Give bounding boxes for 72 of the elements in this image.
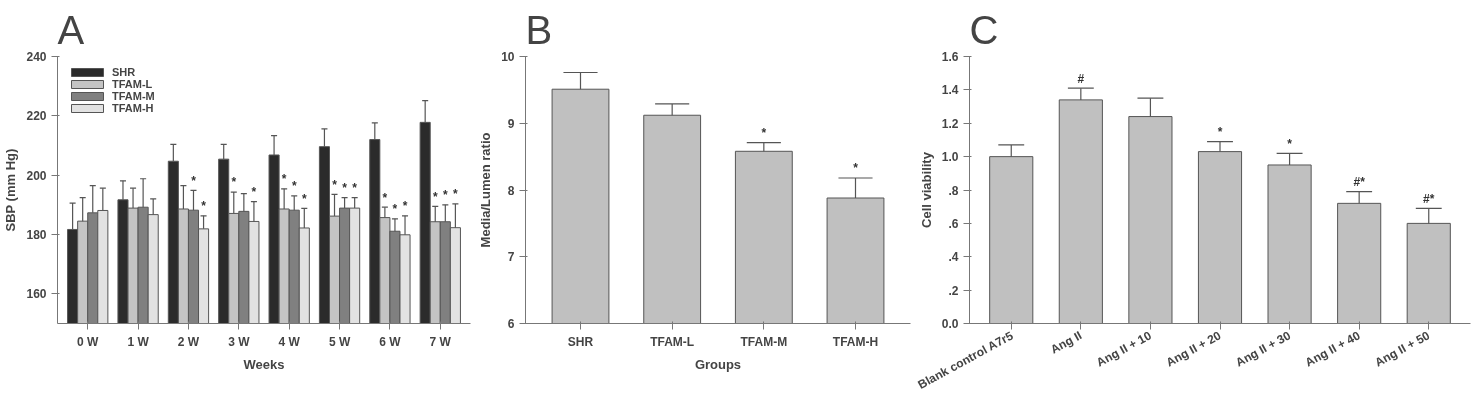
x-axis-title: Groups bbox=[694, 356, 742, 372]
y-tick-label: .4 bbox=[948, 250, 959, 265]
data-label: * bbox=[392, 202, 398, 217]
data-label: * bbox=[853, 161, 859, 176]
y-tick-label: 220 bbox=[26, 109, 47, 124]
data-label: * bbox=[231, 175, 237, 190]
chart-title: A bbox=[57, 7, 85, 52]
x-tick-label: SHR bbox=[567, 334, 594, 349]
x-tick-label: Ang II + 20 bbox=[1163, 328, 1224, 370]
y-tick-label: 7 bbox=[507, 250, 515, 265]
y-tick-label: 1.0 bbox=[941, 150, 959, 165]
x-tick-label: 5 W bbox=[328, 334, 351, 349]
data-label: * bbox=[442, 188, 448, 203]
y-axis-title: Cell viability bbox=[918, 151, 934, 228]
x-tick-label: 3 W bbox=[228, 334, 251, 349]
data-label: * bbox=[1287, 136, 1293, 151]
x-tick-label: TFAM-M bbox=[740, 334, 788, 349]
y-tick-label: .2 bbox=[948, 283, 959, 298]
y-tick-label: 1.4 bbox=[941, 83, 959, 98]
y-tick-label: 1.2 bbox=[941, 116, 959, 131]
x-tick-label: Ang II + 50 bbox=[1372, 328, 1433, 370]
x-tick-label: 6 W bbox=[379, 334, 402, 349]
data-label: * bbox=[301, 191, 307, 206]
x-tick-label: Ang II + 30 bbox=[1233, 328, 1294, 370]
data-label: * bbox=[291, 179, 297, 194]
chart-title: C bbox=[969, 7, 999, 52]
data-label: # bbox=[1077, 71, 1085, 86]
data-label: * bbox=[191, 173, 197, 188]
data-label: * bbox=[1217, 124, 1223, 139]
x-tick-label: Ang II bbox=[1048, 328, 1085, 357]
y-tick-label: 6 bbox=[507, 317, 515, 331]
y-tick-label: 1.6 bbox=[941, 50, 959, 64]
y-tick-label: 8 bbox=[507, 183, 515, 198]
legend-label: TFAM-H bbox=[112, 102, 154, 114]
y-axis-title: Media/Lumen ratio bbox=[478, 132, 494, 248]
chart-title: B bbox=[525, 7, 553, 52]
y-tick-label: 10 bbox=[501, 50, 515, 64]
x-tick-label: 7 W bbox=[429, 334, 452, 349]
legend-label: SHR bbox=[112, 66, 136, 78]
x-tick-label: 1 W bbox=[127, 334, 150, 349]
x-tick-label: TFAM-L bbox=[650, 334, 695, 349]
data-label: * bbox=[201, 199, 207, 214]
y-tick-label: .8 bbox=[948, 183, 959, 198]
data-label: * bbox=[432, 189, 438, 204]
data-label: * bbox=[402, 199, 408, 214]
data-label: * bbox=[332, 177, 338, 192]
y-tick-label: 160 bbox=[26, 287, 47, 302]
y-tick-label: 240 bbox=[26, 50, 47, 64]
legend-label: TFAM-L bbox=[112, 78, 153, 90]
data-label: * bbox=[453, 187, 459, 202]
data-label: * bbox=[251, 184, 257, 199]
x-tick-label: Ang II + 40 bbox=[1302, 328, 1363, 370]
data-label: * bbox=[382, 190, 388, 205]
y-axis-title: SBP (mm Hg) bbox=[3, 148, 19, 232]
x-tick-label: TFAM-H bbox=[832, 334, 879, 349]
data-label: * bbox=[352, 181, 358, 196]
x-tick-label: 0 W bbox=[77, 334, 100, 349]
x-tick-label: Ang II + 10 bbox=[1094, 328, 1155, 370]
y-tick-label: 0.0 bbox=[941, 317, 959, 331]
x-tick-label: 2 W bbox=[177, 334, 200, 349]
x-axis-title: Weeks bbox=[243, 356, 285, 372]
y-tick-label: 9 bbox=[507, 116, 515, 131]
data-label: * bbox=[281, 172, 287, 187]
data-label: #* bbox=[1353, 175, 1366, 189]
y-tick-label: 180 bbox=[26, 228, 47, 242]
data-label: * bbox=[761, 125, 767, 140]
y-tick-label: .6 bbox=[948, 216, 959, 231]
x-tick-label: 4 W bbox=[278, 334, 301, 349]
data-label: * bbox=[342, 181, 348, 196]
legend-label: TFAM-M bbox=[112, 90, 155, 102]
data-label: #* bbox=[1423, 191, 1435, 206]
y-tick-label: 200 bbox=[26, 168, 47, 183]
